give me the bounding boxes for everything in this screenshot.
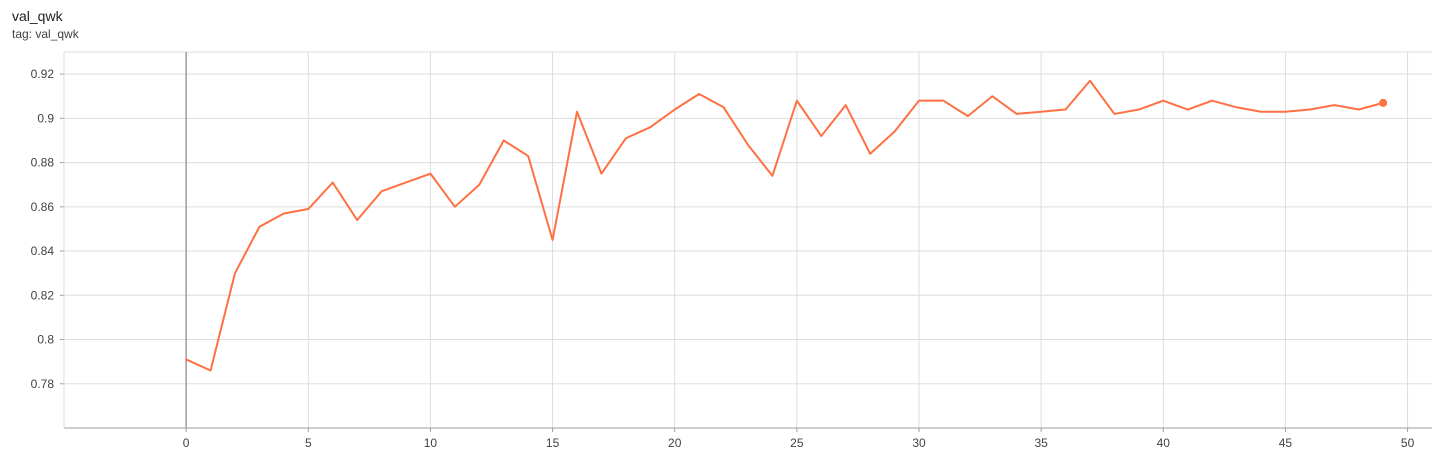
- x-tick-label: 20: [668, 436, 682, 450]
- chart-title: val_qwk: [12, 8, 63, 24]
- x-tick-label: 50: [1401, 436, 1415, 450]
- y-tick-label: 0.86: [31, 200, 55, 214]
- chart-tag-line: tag: val_qwk: [12, 26, 79, 41]
- x-tick-label: 45: [1279, 436, 1293, 450]
- x-tick-label: 30: [912, 436, 926, 450]
- x-tick-label: 5: [305, 436, 312, 450]
- y-tick-label: 0.8: [37, 333, 54, 347]
- chart-card-header: val_qwk tag: val_qwk: [12, 8, 79, 42]
- y-tick-label: 0.82: [31, 288, 55, 302]
- last-point-marker: [1379, 98, 1388, 107]
- y-tick-label: 0.92: [31, 67, 55, 81]
- x-tick-label: 25: [790, 436, 804, 450]
- x-tick-label: 40: [1157, 436, 1171, 450]
- y-tick-label: 0.78: [31, 377, 55, 391]
- series-line[interactable]: [185, 79, 1385, 372]
- y-tick-label: 0.88: [31, 156, 55, 170]
- x-tick-label: 15: [546, 436, 560, 450]
- x-tick-label: 35: [1034, 436, 1048, 450]
- y-tick-label: 0.9: [37, 111, 54, 125]
- x-tick-label: 0: [183, 436, 190, 450]
- x-tick-label: 10: [424, 436, 438, 450]
- y-tick-label: 0.84: [31, 244, 55, 258]
